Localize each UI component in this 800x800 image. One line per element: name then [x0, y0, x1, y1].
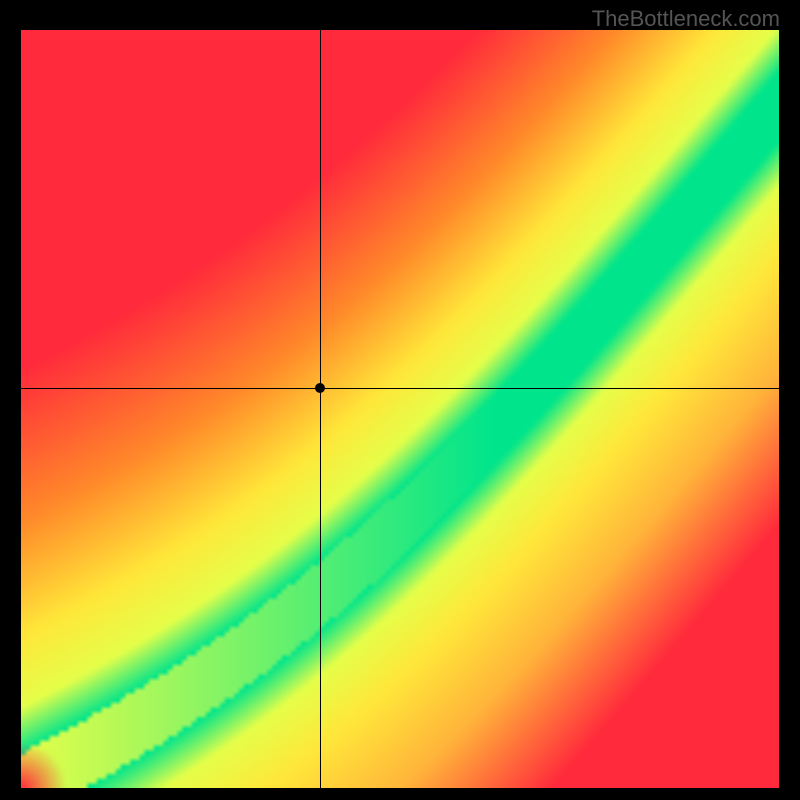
crosshair-horizontal	[21, 388, 779, 389]
marker-dot	[315, 383, 325, 393]
plot-area	[21, 30, 779, 788]
watermark-text: TheBottleneck.com	[592, 6, 780, 32]
crosshair-vertical	[320, 30, 321, 788]
chart-container: TheBottleneck.com	[0, 0, 800, 800]
heatmap-canvas	[21, 30, 779, 788]
